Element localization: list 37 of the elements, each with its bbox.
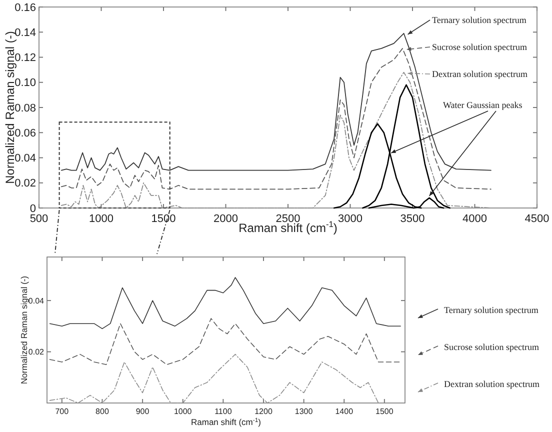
legend-label: Sucrose solution spectrum bbox=[444, 342, 539, 352]
x-tick-label: 500 bbox=[30, 213, 48, 225]
y-tick-label: 0.10 bbox=[14, 77, 36, 90]
x-tick-label: 1300 bbox=[294, 407, 314, 416]
annotation: Water Gaussian peaks bbox=[443, 100, 523, 110]
x-axis-title: Raman shift (cm$^{-1}$) bbox=[191, 417, 262, 427]
y-tick-label: 0.12 bbox=[14, 52, 36, 64]
x-tick-label: 1500 bbox=[376, 407, 394, 416]
y-tick-label: 0.14 bbox=[14, 26, 36, 39]
y-tick-label: 0.02 bbox=[14, 178, 36, 190]
legend-label: Sucrose solution spectrum bbox=[432, 42, 527, 52]
x-tick-label: 1200 bbox=[254, 407, 273, 416]
legend-label: Dextran solution spectrum bbox=[432, 69, 528, 79]
y-tick-label: 0.04 bbox=[14, 152, 36, 165]
x-tick-label: 1500 bbox=[151, 213, 176, 225]
x-tick-label: 1400 bbox=[335, 407, 354, 416]
x-tick-label: 900 bbox=[136, 407, 150, 416]
y-tick-label: 0 bbox=[30, 202, 36, 215]
y-tick-label: 0.06 bbox=[14, 127, 36, 140]
y-tick-label: 0.08 bbox=[14, 102, 36, 114]
x-tick-label: 1100 bbox=[214, 407, 232, 416]
text: Ternary solution spectrum bbox=[432, 15, 526, 25]
x-tick-label: 1000 bbox=[89, 213, 114, 225]
y-tick-label: 0.16 bbox=[14, 2, 36, 14]
x-tick-label: 4500 bbox=[524, 213, 550, 225]
legend-label: Dextran solution spectrum bbox=[444, 379, 540, 389]
x-tick-label: 2000 bbox=[214, 213, 238, 225]
x-tick-label: 700 bbox=[55, 407, 70, 416]
x-tick-label: 4000 bbox=[462, 213, 487, 225]
y-axis-title: Normalized Raman signal (-) bbox=[18, 276, 29, 384]
x-tick-label: 800 bbox=[96, 407, 110, 416]
x-tick-label: 3000 bbox=[338, 213, 362, 225]
y-tick-label: 0.02 bbox=[28, 348, 45, 357]
x-tick-label: 3500 bbox=[400, 213, 425, 225]
x-tick-label: 1000 bbox=[174, 407, 192, 416]
y-tick-label: 0.04 bbox=[28, 296, 45, 306]
legend-label: Ternary solution spectrum bbox=[444, 305, 538, 315]
